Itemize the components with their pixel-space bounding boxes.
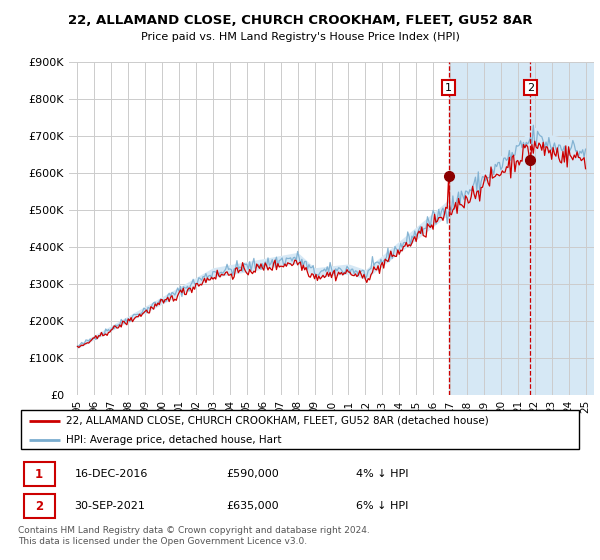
- Text: 22, ALLAMAND CLOSE, CHURCH CROOKHAM, FLEET, GU52 8AR: 22, ALLAMAND CLOSE, CHURCH CROOKHAM, FLE…: [68, 14, 532, 27]
- Bar: [449, 62, 594, 395]
- Text: Price paid vs. HM Land Registry's House Price Index (HPI): Price paid vs. HM Land Registry's House …: [140, 32, 460, 43]
- Text: 2: 2: [35, 500, 43, 513]
- FancyBboxPatch shape: [21, 410, 579, 449]
- Text: £590,000: £590,000: [227, 469, 280, 479]
- Text: 6% ↓ HPI: 6% ↓ HPI: [356, 501, 409, 511]
- Text: Contains HM Land Registry data © Crown copyright and database right 2024.
This d: Contains HM Land Registry data © Crown c…: [18, 526, 370, 546]
- FancyBboxPatch shape: [23, 494, 55, 519]
- Text: 30-SEP-2021: 30-SEP-2021: [74, 501, 145, 511]
- Text: 1: 1: [35, 468, 43, 480]
- Text: 2: 2: [527, 82, 534, 92]
- Text: £635,000: £635,000: [227, 501, 280, 511]
- Text: 22, ALLAMAND CLOSE, CHURCH CROOKHAM, FLEET, GU52 8AR (detached house): 22, ALLAMAND CLOSE, CHURCH CROOKHAM, FLE…: [66, 416, 488, 426]
- Text: 1: 1: [445, 82, 452, 92]
- Text: HPI: Average price, detached house, Hart: HPI: Average price, detached house, Hart: [66, 435, 281, 445]
- FancyBboxPatch shape: [23, 462, 55, 486]
- Text: 4% ↓ HPI: 4% ↓ HPI: [356, 469, 409, 479]
- Text: 16-DEC-2016: 16-DEC-2016: [74, 469, 148, 479]
